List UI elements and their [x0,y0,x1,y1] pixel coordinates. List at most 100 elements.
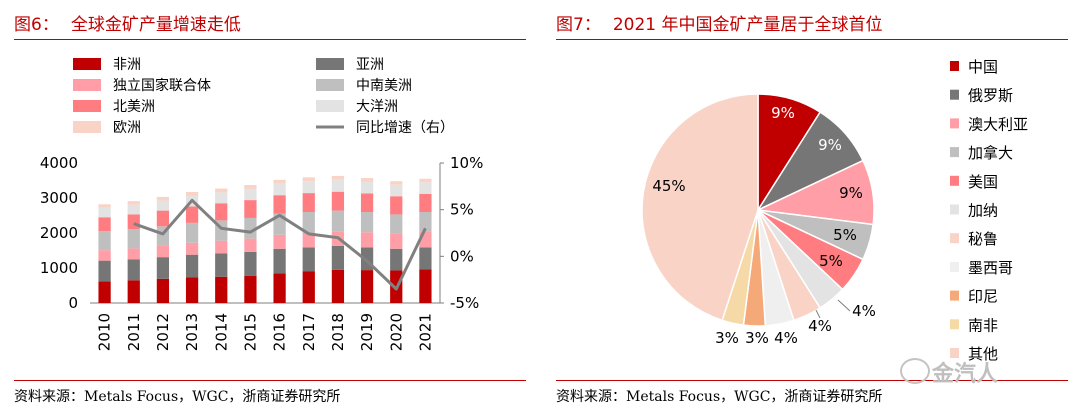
x-tick-label-2021: 2021 [416,313,434,351]
bar-2018-0 [331,269,345,303]
pie-legend-swatch-3 [950,147,959,158]
x-tick-label-2013: 2013 [183,313,201,351]
x-tick-label-2018: 2018 [329,313,347,351]
bar-2015-5 [244,188,257,201]
legend-label-4: 北美洲 [113,99,155,115]
growth-rate-line [133,198,427,291]
bar-2013-2 [185,242,199,255]
x-tick-label-2015: 2015 [241,313,259,351]
y-tick-label-1: 1000 [40,259,78,277]
bar-2019-3 [360,212,374,233]
left-source-rule [14,380,526,381]
pie-legend-label-7: 墨西哥 [968,259,1013,277]
pie-value-label-3: 5% [833,226,857,244]
pie-legend-label-6: 秘鲁 [968,230,998,248]
right-figure-label: 图7： [556,15,601,35]
bar-2015-4 [244,200,257,218]
pie-legend-swatch-1 [950,89,959,100]
x-tick-label-2019: 2019 [358,313,376,351]
x-tick-label-2011: 2011 [125,313,143,351]
left-title-rule [14,39,526,40]
pie-legend-swatch-7 [950,261,959,272]
bar-2019-4 [360,193,374,212]
bar-2014-5 [215,192,228,204]
bar-2010-3 [98,231,111,251]
watermark-text: 金汽人 [932,362,999,387]
leader-line-peru [815,309,821,319]
y-tick-label-2: 2000 [40,224,78,242]
bar-2016-4 [273,195,286,214]
bar-2021-3 [419,212,432,232]
bar-2015-6 [244,185,257,189]
wechat-icon [900,358,930,384]
bar-2015-1 [244,251,257,276]
pie-value-label-2: 9% [839,184,863,202]
pie-legend-swatch-9 [950,319,959,330]
bar-2012-0 [156,278,170,303]
pie-legend-swatch-6 [950,233,959,244]
x-tick-label-2014: 2014 [212,313,230,351]
bar-2021-4 [419,193,432,212]
bar-2020-4 [390,196,403,215]
x-tick-label-2020: 2020 [387,313,405,351]
legend-label-6: 欧洲 [113,120,141,136]
bar-2016-0 [273,273,286,303]
x-tick-label-2010: 2010 [96,313,114,351]
legend-label-5: 大洋洲 [356,99,398,115]
pie-legend-label-4: 美国 [968,173,998,191]
pie-legend-swatch-4 [950,175,959,186]
legend-swatch-1 [316,58,344,70]
pie-legend-label-3: 加拿大 [968,144,1013,162]
bar-2014-0 [215,276,228,303]
bar-2011-6 [127,201,140,205]
pie-value-label-4: 5% [819,252,843,270]
pie-legend-label-0: 中国 [968,58,998,76]
bar-2017-0 [302,271,315,303]
bar-2014-4 [215,203,228,221]
bar-2020-2 [390,233,403,249]
bar-2010-5 [98,207,111,218]
pie-legend-label-10: 其他 [968,345,998,363]
legend-label-7: 同比增速（右） [356,120,454,136]
bar-2011-0 [127,280,140,303]
bar-2017-5 [302,181,315,194]
right-figure-caption: 2021 年中国金矿产量居于全球首位 [612,15,883,35]
bar-2017-6 [302,177,315,182]
bar-2010-6 [98,204,111,208]
bar-2013-0 [185,277,199,303]
bar-2017-3 [302,212,315,233]
bar-2012-2 [156,245,170,258]
bar-2011-5 [127,204,140,215]
y2-tick-label-2: 5% [450,201,474,219]
pie-value-label-9: 3% [715,329,739,347]
bar-2015-3 [244,217,257,239]
bar-2012-4 [156,210,170,227]
legend-label-2: 独立国家联合体 [113,77,211,94]
pie-legend-label-5: 加纳 [968,202,998,220]
legend-swatch-3 [316,79,344,91]
y-tick-label-4: 4000 [40,154,78,172]
y-tick-label-3: 3000 [40,189,78,207]
y2-tick-label-0: -5% [450,294,479,312]
pie-legend-swatch-0 [950,61,959,71]
bar-2016-6 [273,179,286,184]
pie-legend-label-9: 南非 [968,316,998,334]
bar-2011-2 [127,248,140,260]
pie-legend-swatch-5 [950,204,959,215]
pie-slice-10 [641,93,759,322]
x-tick-label-2016: 2016 [271,313,289,351]
bar-2020-1 [390,248,403,271]
bar-2015-0 [244,275,257,303]
bar-2012-6 [156,196,170,201]
bar-2013-6 [185,192,199,196]
bar-2017-2 [302,233,315,248]
bar-2016-2 [273,234,286,249]
bar-2017-4 [302,193,315,212]
bar-2012-5 [156,200,170,211]
pie-legend-swatch-10 [950,348,959,358]
bar-2013-1 [185,254,199,278]
bar-2020-3 [390,214,403,234]
bar-2015-2 [244,238,257,252]
legend-swatch-5 [316,100,344,112]
